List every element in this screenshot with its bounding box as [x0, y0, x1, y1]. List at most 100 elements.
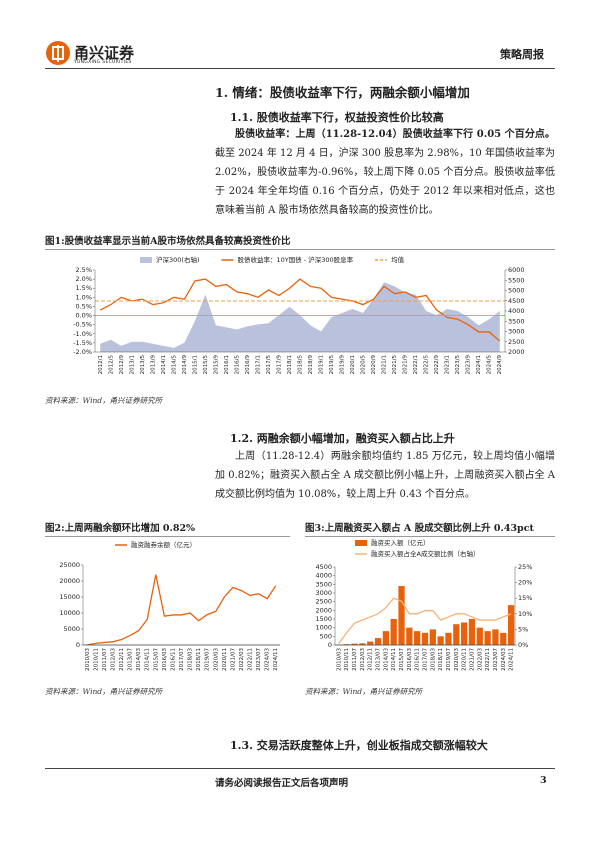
bar [382, 631, 389, 645]
x-tick-label: 2022/11 [248, 648, 254, 671]
x-tick-label: 2016/5 [234, 355, 240, 375]
x-tick-label: 2019/07 [205, 648, 211, 671]
y2-tick-label: 20% [518, 579, 532, 587]
legend-label: 均值 [391, 255, 405, 264]
y-tick-label: 4500 [315, 563, 332, 571]
y-tick-label: 1500 [315, 615, 332, 623]
y-tick-label: 2500 [315, 598, 332, 606]
y2-tick-label: 3000 [508, 328, 525, 336]
subsection-title: 1.3. 交易活跃度整体上升，创业板指成交额涨幅较大 [230, 739, 488, 752]
x-tick-label: 2014/9 [182, 355, 188, 375]
chart: -2.0%-1.5%-1.0%-0.5%0.0% 0.5%1.0%1.5%2.0%… [73, 255, 525, 375]
x-tick-label: 2019/5 [329, 355, 335, 375]
x-tick-label: 2019/9 [340, 355, 346, 375]
x-tick-label: 2011/07 [102, 648, 108, 671]
x-tick-label: 2012/03 [360, 648, 366, 671]
x-tick-label: 2018/11 [196, 648, 202, 671]
bar [507, 605, 515, 645]
x-tick-label: 2024/5 [487, 355, 493, 375]
x-tick-label: 2015/5 [203, 355, 209, 375]
x-tick-label: 2012/11 [119, 648, 125, 671]
footer-disclaimer: 请务必阅读报告正文后各项声明 [215, 778, 349, 789]
line [99, 278, 501, 342]
bar [429, 629, 436, 645]
x-tick-label: 2016/03 [407, 648, 413, 671]
x-tick-label: 2015/9 [213, 355, 219, 375]
x-tick-label: 2019/1 [319, 355, 325, 374]
x-tick-label: 2014/03 [136, 648, 142, 671]
y-tick-label: -1.0% [73, 330, 92, 338]
x-tick-label: 2014/11 [145, 648, 151, 671]
y-tick-label: 0 [76, 641, 80, 649]
x-tick-label: 2014/03 [383, 648, 389, 671]
x-tick-label: 2012/1 [98, 355, 104, 374]
x-tick-label: 2018/1 [287, 355, 293, 374]
legend-swatch [140, 257, 152, 263]
x-tick-label: 2010/03 [336, 648, 342, 671]
x-tick-label: 2015/1 [192, 355, 198, 374]
figure-caption: 图1:股债收益率显示当前A股市场依然具备较高投资性价比 [45, 233, 555, 250]
y-tick-label: 2000 [315, 606, 332, 614]
section-title: 1. 情绪：股债收益率下行，两融余额小幅增加 [215, 85, 470, 100]
x-tick-label: 2022/03 [477, 648, 483, 671]
y2-tick-label: 15% [518, 594, 532, 602]
x-tick-label: 2020/11 [462, 648, 468, 671]
y2-tick-label: 4500 [508, 297, 525, 305]
x-tick-label: 2012/03 [110, 648, 116, 671]
x-tick-label: 2015/07 [399, 648, 405, 671]
y-tick-label: 1.5% [75, 284, 92, 292]
y-tick-label: -0.5% [73, 321, 92, 329]
x-tick-label: 2022/9 [434, 355, 440, 375]
x-tick-label: 2017/9 [276, 355, 282, 375]
x-tick-label: 2011/07 [352, 648, 358, 671]
bar [359, 643, 366, 645]
bar [445, 632, 452, 645]
x-tick-label: 2021/07 [230, 648, 236, 671]
x-tick-label: 2012/11 [368, 648, 374, 671]
bar [468, 619, 476, 645]
y-tick-label: -1.5% [73, 339, 92, 347]
legend-label: 融资融券余额（亿元） [131, 540, 196, 549]
y2-tick-label: 2000 [508, 348, 525, 356]
x-tick-label: 2024/03 [265, 648, 271, 671]
source-note: 资料来源：Wind，甬兴证券研究所 [45, 396, 163, 405]
paragraph-lead: 股债收益率：上周（11.28-12.04）股债收益率下行 0.05 个百分点。 [235, 129, 555, 140]
x-tick-label: 2019/07 [446, 648, 452, 671]
x-tick-label: 2021/5 [392, 355, 398, 375]
brand: 甬兴证券 [74, 44, 135, 62]
x-tick-label: 2021/9 [403, 355, 409, 375]
bar [453, 624, 460, 645]
y-tick-label: 500 [320, 632, 332, 640]
line [87, 574, 277, 646]
x-tick-label: 2018/03 [430, 648, 436, 671]
x-tick-label: 2017/1 [255, 355, 261, 374]
y-tick-label: 0 [328, 641, 332, 649]
y-tick-label: 25000 [59, 561, 80, 569]
paragraph: 股债收益率：上周（11.28-12.04）股债收益率下行 0.05 个百分点。截… [215, 125, 555, 220]
x-tick-label: 2018/9 [308, 355, 314, 375]
x-tick-label: 2021/07 [469, 648, 475, 671]
x-tick-label: 2016/03 [162, 648, 168, 671]
x-tick-label: 2024/1 [476, 355, 482, 374]
x-tick-label: 2017/07 [179, 648, 185, 671]
x-tick-label: 2023/1 [445, 355, 451, 374]
x-tick-label: 2022/5 [424, 355, 430, 375]
x-tick-label: 2013/07 [376, 648, 382, 671]
x-tick-label: 2020/1 [350, 355, 356, 374]
legend-label: 沪深300(右轴) [156, 255, 199, 264]
x-tick-label: 2015/07 [153, 648, 159, 671]
x-tick-label: 2024/03 [501, 648, 507, 671]
x-tick-label: 2023/07 [256, 648, 262, 671]
page-number: 3 [540, 775, 547, 786]
legend-swatch [355, 540, 367, 546]
x-tick-label: 2014/1 [161, 355, 167, 374]
y-tick-label: 1000 [315, 624, 332, 632]
x-tick-label: 2016/11 [415, 648, 421, 671]
area [100, 282, 500, 352]
x-tick-label: 2013/1 [129, 355, 135, 374]
y2-tick-label: 2500 [508, 338, 525, 346]
y-tick-label: 2.0% [75, 275, 92, 283]
bar [500, 632, 507, 645]
